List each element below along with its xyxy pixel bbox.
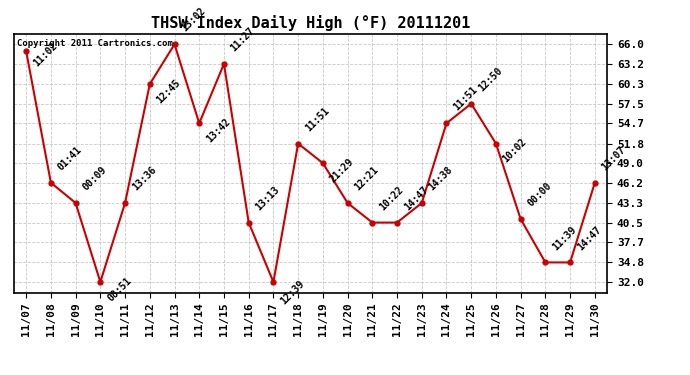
Text: 01:41: 01:41: [56, 144, 83, 172]
Text: Copyright 2011 Cartronics.com: Copyright 2011 Cartronics.com: [17, 39, 172, 48]
Text: 11:51: 11:51: [303, 105, 331, 133]
Text: 14:38: 14:38: [426, 165, 455, 192]
Text: 13:42: 13:42: [204, 116, 232, 144]
Text: 13:02: 13:02: [179, 6, 207, 34]
Text: 10:02: 10:02: [501, 136, 529, 165]
Text: 11:51: 11:51: [451, 85, 480, 113]
Text: 21:29: 21:29: [328, 156, 355, 184]
Text: 12:50: 12:50: [476, 65, 504, 93]
Text: 13:07: 13:07: [600, 144, 628, 172]
Text: 11:39: 11:39: [551, 224, 578, 252]
Text: 10:22: 10:22: [377, 184, 405, 212]
Text: 13:13: 13:13: [254, 184, 282, 212]
Text: 14:47: 14:47: [402, 184, 430, 212]
Text: 08:51: 08:51: [106, 275, 133, 303]
Text: 12:21: 12:21: [353, 165, 380, 192]
Text: 11:27: 11:27: [229, 26, 257, 53]
Text: 12:45: 12:45: [155, 77, 183, 105]
Text: 00:00: 00:00: [526, 181, 553, 209]
Title: THSW Index Daily High (°F) 20111201: THSW Index Daily High (°F) 20111201: [151, 15, 470, 31]
Text: 12:39: 12:39: [278, 279, 306, 306]
Text: 13:36: 13:36: [130, 165, 158, 192]
Text: 14:47: 14:47: [575, 224, 603, 252]
Text: 00:09: 00:09: [81, 165, 108, 192]
Text: 11:02: 11:02: [31, 41, 59, 69]
